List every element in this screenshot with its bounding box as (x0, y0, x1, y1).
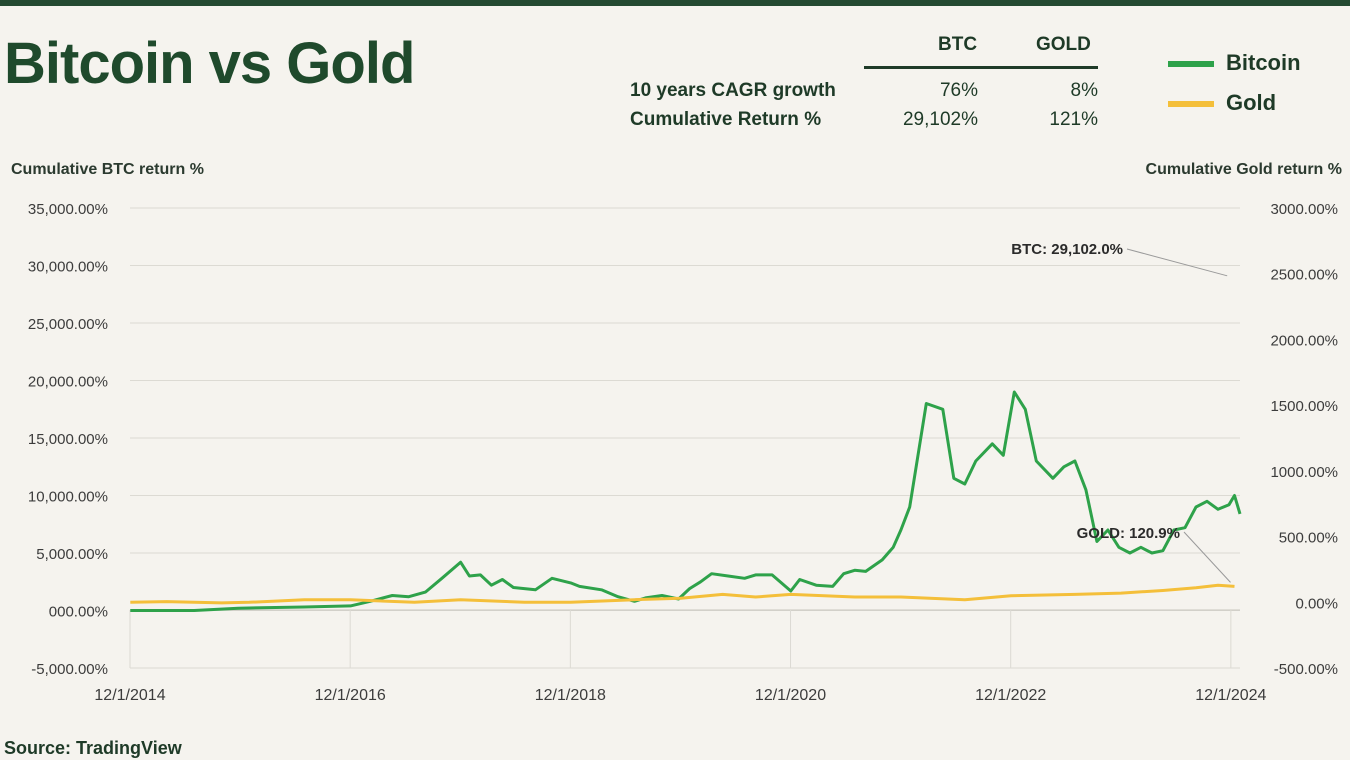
left-axis-title: Cumulative BTC return % (11, 161, 204, 178)
series-line-bitcoin (130, 390, 1242, 612)
stats-header-btc: BTC (938, 34, 978, 55)
legend-swatch-gold (1168, 101, 1214, 107)
left-tick-label: 20,000.00% (28, 374, 108, 391)
annotation-gold-leader (1183, 531, 1231, 583)
left-tick-label: 30,000.00% (28, 259, 108, 276)
top-rule (0, 0, 1350, 6)
chart-title: Bitcoin vs Gold (4, 31, 415, 96)
left-tick-label: -5,000.00% (31, 661, 108, 678)
x-tick-label: 12/1/2014 (94, 687, 165, 704)
right-tick-label: 2000.00% (1270, 332, 1338, 349)
stats-header-rule (864, 66, 1098, 69)
stats-header-gold: GOLD (1036, 34, 1091, 55)
x-tick-label: 12/1/2020 (755, 687, 826, 704)
left-tick-label: 15,000.00% (28, 431, 108, 448)
left-tick-label: 25,000.00% (28, 316, 108, 333)
x-tick-label: 12/1/2018 (535, 687, 606, 704)
right-tick-label: 3000.00% (1270, 201, 1338, 218)
left-tick-label: 35,000.00% (28, 201, 108, 218)
stats-row-label: 10 years CAGR growth (630, 80, 836, 101)
annotation-btc: BTC: 29,102.0% (1011, 241, 1123, 258)
source-note: Source: TradingView (4, 738, 182, 758)
right-tick-label: 0.00% (1295, 595, 1338, 612)
stats-row-gold: 121% (1049, 109, 1098, 130)
stats-row-btc: 76% (939, 80, 978, 101)
left-tick-label: 10,000.00% (28, 489, 108, 506)
legend-label-bitcoin: Bitcoin (1226, 50, 1301, 75)
right-tick-label: 500.00% (1279, 530, 1338, 547)
right-tick-label: 1000.00% (1270, 464, 1338, 481)
x-tick-label: 12/1/2024 (1195, 687, 1266, 704)
right-tick-label: -500.00% (1274, 661, 1338, 678)
stats-row-label: Cumulative Return % (630, 109, 822, 130)
right-axis-title: Cumulative Gold return % (1145, 161, 1342, 178)
series-line-gold (130, 583, 1235, 605)
annotation-gold: GOLD: 120.9% (1077, 525, 1180, 542)
legend-label-gold: Gold (1226, 90, 1277, 115)
annotation-btc-leader (1126, 248, 1228, 277)
x-tick-label: 12/1/2016 (315, 687, 386, 704)
legend-swatch-bitcoin (1168, 61, 1214, 67)
stats-row-btc: 29,102% (902, 109, 978, 130)
left-tick-label: 5,000.00% (36, 546, 108, 563)
right-tick-label: 2500.00% (1270, 267, 1338, 284)
stats-table: BTC GOLD 10 years CAGR growth 76% 8% Cum… (620, 30, 1110, 140)
right-tick-label: 1500.00% (1270, 398, 1338, 415)
x-tick-label: 12/1/2022 (975, 687, 1046, 704)
stats-row-gold: 8% (1070, 80, 1098, 101)
left-tick-label: 000.00% (49, 604, 108, 621)
